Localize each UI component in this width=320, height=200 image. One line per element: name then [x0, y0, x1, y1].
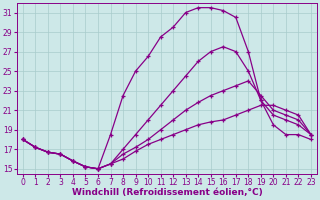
X-axis label: Windchill (Refroidissement éolien,°C): Windchill (Refroidissement éolien,°C)	[72, 188, 262, 197]
